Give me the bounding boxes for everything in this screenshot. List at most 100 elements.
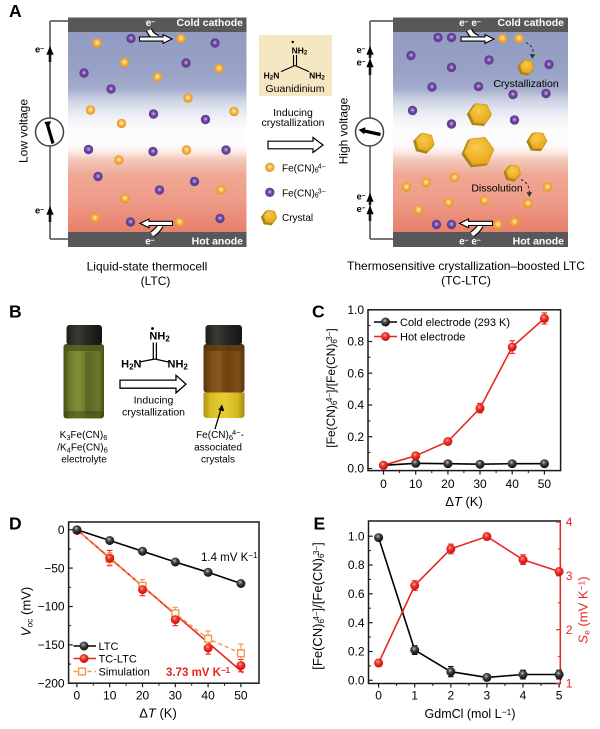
svg-text:50: 50 <box>234 689 248 703</box>
svg-text:0.6: 0.6 <box>348 587 365 601</box>
svg-text:0.4: 0.4 <box>348 616 365 630</box>
svg-text:0.0: 0.0 <box>347 462 364 476</box>
svg-text:Fe(CN)64−: Fe(CN)64− <box>282 163 326 174</box>
svg-text:GdmCl (mol L−1): GdmCl (mol L−1) <box>425 707 516 721</box>
svg-text:[Fe(CN)64−]/[Fe(CN)63−]: [Fe(CN)64−]/[Fe(CN)63−] <box>324 328 339 448</box>
svg-text:20: 20 <box>441 477 455 491</box>
svg-text:40: 40 <box>201 689 215 703</box>
svg-text:ΔT (K): ΔT (K) <box>445 494 483 509</box>
svg-text:4: 4 <box>520 689 527 703</box>
svg-text:[Fe(CN)64−]/[Fe(CN)63−]: [Fe(CN)64−]/[Fe(CN)63−] <box>310 542 326 669</box>
svg-text:Crystal: Crystal <box>282 213 313 224</box>
svg-text:E: E <box>314 514 326 534</box>
svg-text:electrolyte: electrolyte <box>61 455 107 466</box>
svg-text:20: 20 <box>136 689 150 703</box>
svg-text:Hot electrode: Hot electrode <box>400 332 465 344</box>
svg-text:ΔT (K): ΔT (K) <box>139 706 177 721</box>
svg-text:−100: −100 <box>38 600 65 614</box>
svg-text:1: 1 <box>566 677 573 691</box>
svg-text:0: 0 <box>380 477 387 491</box>
svg-text:3.73 mV K−1: 3.73 mV K−1 <box>166 666 231 679</box>
svg-text:Hot anode: Hot anode <box>192 236 243 248</box>
svg-text:crystallization: crystallization <box>261 117 324 129</box>
svg-text:−150: −150 <box>38 638 65 652</box>
svg-text:e−: e− <box>146 18 156 29</box>
svg-text:Fe(CN)63−: Fe(CN)63− <box>282 188 326 199</box>
svg-text:2: 2 <box>566 623 573 637</box>
svg-text:Fe(CN)64−-: Fe(CN)64−- <box>196 428 244 442</box>
svg-text:e− e−: e− e− <box>459 237 481 248</box>
svg-text:0.6: 0.6 <box>347 366 364 380</box>
svg-text:K3Fe(CN)6: K3Fe(CN)6 <box>60 430 108 442</box>
svg-text:NH2: NH2 <box>149 331 170 344</box>
svg-text:30: 30 <box>473 477 487 491</box>
svg-text:(TC-LTC): (TC-LTC) <box>441 274 491 288</box>
svg-text:e−: e− <box>356 204 365 215</box>
svg-text:0: 0 <box>375 689 382 703</box>
svg-text:3: 3 <box>484 689 491 703</box>
svg-text:40: 40 <box>506 477 520 491</box>
svg-text:Inducing: Inducing <box>134 395 174 407</box>
svg-text:Se (mV K−1): Se (mV K−1) <box>576 576 592 643</box>
svg-text:H2N: H2N <box>121 359 141 372</box>
svg-text:TC-LTC: TC-LTC <box>99 654 137 666</box>
svg-text:Guanidinium: Guanidinium <box>266 83 325 95</box>
svg-text:1.0: 1.0 <box>347 303 364 317</box>
svg-text:Cold cathode: Cold cathode <box>176 17 243 29</box>
svg-text:0.2: 0.2 <box>347 430 364 444</box>
svg-text:0.0: 0.0 <box>348 674 365 688</box>
svg-text:High voltage: High voltage <box>337 97 351 164</box>
svg-text:crystallization: crystallization <box>122 407 185 419</box>
svg-text:Inducing: Inducing <box>273 107 313 119</box>
svg-text:D: D <box>9 514 22 534</box>
svg-text:e− e−: e− e− <box>459 18 481 29</box>
svg-text:10: 10 <box>103 689 117 703</box>
svg-text:1: 1 <box>411 689 418 703</box>
svg-text:1.4 mV K−1: 1.4 mV K−1 <box>201 551 258 564</box>
svg-text:1.0: 1.0 <box>348 529 365 543</box>
svg-text:−200: −200 <box>38 677 65 691</box>
svg-text:2: 2 <box>447 689 454 703</box>
svg-text:5: 5 <box>556 689 563 703</box>
svg-text:e−: e− <box>356 58 365 69</box>
svg-text:Cold electrode (293 K): Cold electrode (293 K) <box>400 317 510 329</box>
svg-text:30: 30 <box>169 689 183 703</box>
svg-text:Thermosensitive crystallizatio: Thermosensitive crystallization–boosted … <box>347 259 585 273</box>
svg-text:0.8: 0.8 <box>347 335 364 349</box>
svg-text:3: 3 <box>566 569 573 583</box>
svg-text:0: 0 <box>74 689 81 703</box>
svg-text:0.4: 0.4 <box>347 398 364 412</box>
svg-text:Low voltage: Low voltage <box>17 99 31 163</box>
svg-text:10: 10 <box>409 477 423 491</box>
svg-text:e−: e− <box>35 206 44 217</box>
svg-text:4: 4 <box>566 515 573 529</box>
svg-text:Crystallization: Crystallization <box>493 78 559 90</box>
svg-text:50: 50 <box>538 477 552 491</box>
svg-text:0: 0 <box>58 523 65 537</box>
svg-text:A: A <box>9 1 22 21</box>
svg-text:associated: associated <box>194 443 242 454</box>
svg-text:LTC: LTC <box>99 641 119 653</box>
svg-text:NH2: NH2 <box>309 70 325 81</box>
svg-text:Cold cathode: Cold cathode <box>497 17 564 29</box>
svg-text:NH2: NH2 <box>168 359 189 372</box>
svg-text:/K4Fe(CN)6: /K4Fe(CN)6 <box>57 443 108 455</box>
svg-text:e−: e− <box>356 45 365 56</box>
svg-text:−50: −50 <box>44 561 65 575</box>
svg-text:e−: e− <box>35 45 44 56</box>
svg-text:crystals: crystals <box>201 455 235 466</box>
svg-text:e−: e− <box>356 192 365 203</box>
svg-text:Dissolution: Dissolution <box>471 183 523 195</box>
svg-text:0.2: 0.2 <box>348 645 365 659</box>
svg-text:NH2: NH2 <box>292 45 308 56</box>
svg-text:e−: e− <box>145 237 155 248</box>
svg-text:B: B <box>9 301 22 321</box>
svg-text:H2N: H2N <box>264 70 280 81</box>
svg-text:Hot anode: Hot anode <box>513 236 564 248</box>
svg-text:Liquid-state thermocell: Liquid-state thermocell <box>87 260 208 274</box>
svg-text:C: C <box>312 302 325 322</box>
svg-text:Voc (mV): Voc (mV) <box>19 587 35 636</box>
svg-text:0.8: 0.8 <box>348 558 365 572</box>
svg-text:(LTC): (LTC) <box>141 274 171 288</box>
svg-text:Simulation: Simulation <box>99 667 150 679</box>
